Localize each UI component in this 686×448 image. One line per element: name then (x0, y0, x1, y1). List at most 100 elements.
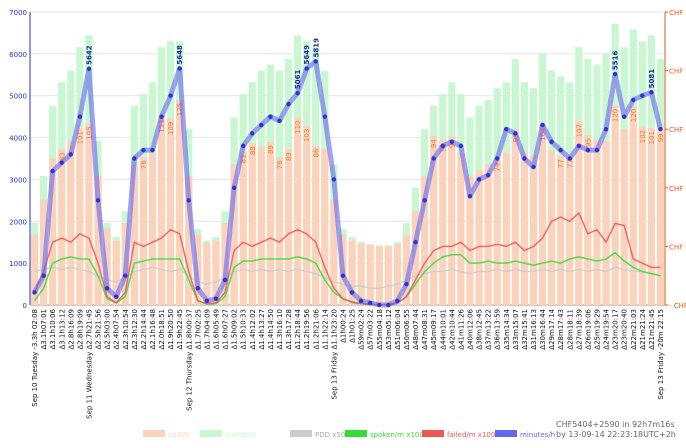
bar (49, 158, 57, 305)
point (377, 302, 382, 308)
point (413, 240, 418, 245)
bar (357, 244, 365, 305)
bar (67, 140, 75, 305)
point-label: 5642 (85, 45, 93, 65)
y-tick-label: 7000 (9, 9, 27, 17)
x-tick-label: Δ2.8h19:09 (76, 309, 84, 350)
point (458, 143, 464, 149)
point (467, 193, 473, 199)
y2-tick-label: - CHF 50 (669, 302, 686, 310)
bar (430, 136, 438, 305)
bar (275, 157, 284, 305)
x-tick-label: Δ42m10:44 (448, 308, 456, 349)
point (449, 139, 455, 144)
x-tick-label: Δ27m18:39 (575, 309, 583, 350)
x-tick-label: Δ57m03:22 (367, 309, 375, 350)
x-tick-label: Δ28m18:11 (566, 309, 574, 350)
bar (538, 124, 547, 306)
bar (94, 176, 102, 305)
point (231, 185, 237, 190)
point (640, 93, 645, 98)
x-tick-label: Δ1.2h18:44 (294, 308, 302, 349)
bar-label: 83 (58, 152, 66, 161)
y2-tick-label: CHF 100 (669, 126, 686, 134)
bar-label: 107 (575, 124, 583, 137)
x-tick-label: Δ2.5h21:56 (95, 308, 103, 349)
y2-tick-label: CHF 200 (669, 9, 686, 17)
point (268, 114, 273, 119)
point (603, 127, 609, 132)
x-tick-label: Δ1.4h12:02 (249, 309, 257, 350)
bar (475, 170, 483, 305)
x-tick-label: Δ29m17:14 (548, 308, 556, 349)
bar (566, 156, 574, 305)
bar (611, 105, 619, 305)
bar (257, 146, 265, 305)
point (59, 160, 64, 165)
point (658, 127, 663, 132)
y-tick-label: 1000 (9, 260, 27, 268)
point (440, 143, 445, 149)
point (304, 66, 309, 71)
bar (312, 145, 320, 305)
bar (203, 242, 211, 305)
y-tick-label: 0 (23, 302, 27, 310)
y2-tick-label: CHF 0 (669, 243, 686, 251)
line (33, 212, 661, 306)
point (195, 286, 201, 291)
bar (293, 117, 302, 305)
point (322, 114, 328, 119)
x-tick-label: Δ1.3h16:10 (276, 309, 284, 350)
bar (366, 245, 374, 305)
bar (176, 99, 184, 306)
point (32, 290, 37, 295)
point (594, 147, 600, 153)
legend-swatch (143, 430, 165, 437)
bar-label: 88 (249, 146, 257, 155)
bar (230, 164, 238, 305)
point (259, 122, 264, 128)
x-tick-label: Δ1.3h17:28 (285, 309, 293, 350)
point (585, 147, 591, 153)
bar (266, 142, 275, 305)
bar-label: 101 (648, 131, 656, 144)
bar-label: 109 (167, 122, 175, 135)
legend-swatch (200, 430, 222, 437)
x-tick-label: Δ3.1h07:01 (40, 309, 48, 350)
x-tick-label: Δ37m13:22 (485, 309, 493, 350)
bar-label: 95 (584, 138, 592, 147)
point (50, 168, 55, 174)
x-tick-label: Δ59m02:24 (358, 308, 366, 349)
point-label: 5819 (312, 38, 320, 58)
x-tick-label: Δ2.3h10:54 (122, 308, 130, 349)
x-tick-label: Δ1h00:24 (339, 308, 347, 342)
bar (529, 156, 538, 305)
bar-label: 77 (557, 159, 565, 168)
point (404, 281, 409, 287)
x-tick-label: Δ2.8h16:09 (67, 309, 75, 350)
point (531, 164, 536, 170)
point (240, 143, 246, 149)
y-tick-label: 5000 (9, 93, 27, 101)
x-tick-label: Δ41m11:26 (457, 308, 465, 349)
bar (647, 128, 656, 305)
point (649, 90, 654, 95)
x-tick-label: Δ1.7h02:25 (194, 309, 202, 350)
point (331, 177, 337, 182)
bar (439, 139, 447, 305)
point-label: 5648 (176, 45, 184, 65)
point (367, 300, 373, 306)
point (513, 131, 518, 136)
bar (139, 157, 148, 305)
bar-label: 86 (312, 148, 320, 157)
bar (148, 152, 157, 305)
point (295, 90, 300, 96)
bar (493, 159, 501, 305)
bar-label: 120 (612, 109, 620, 122)
bar-label: 120 (630, 109, 638, 122)
y2-tick-label: CHF 150 (669, 68, 686, 76)
x-tick-label: Δ2.5h03:00 (104, 309, 112, 350)
legend-label: margin/h (225, 431, 256, 439)
x-tick-label: Δ1.6h05:49 (212, 309, 220, 350)
bar-label: 76 (276, 160, 284, 169)
